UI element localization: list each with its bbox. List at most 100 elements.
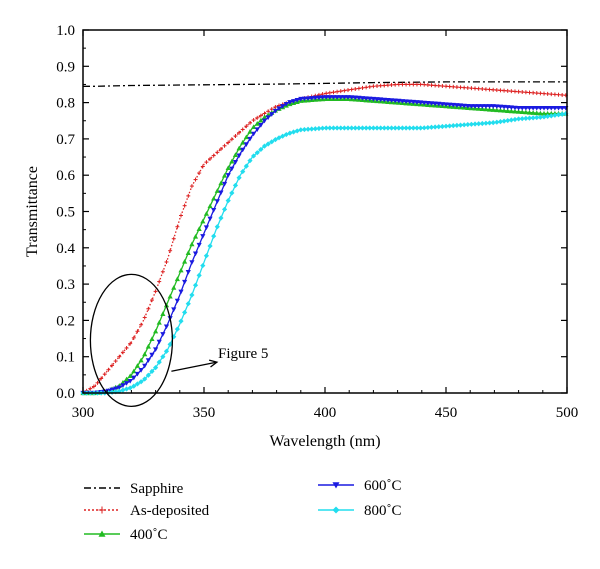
data-point <box>433 83 438 88</box>
data-point <box>490 120 496 126</box>
data-point <box>400 82 405 87</box>
y-axis-title: Transmittance <box>24 166 41 257</box>
data-point <box>479 104 485 109</box>
data-point <box>189 292 195 298</box>
data-point <box>501 104 507 110</box>
data-point <box>171 307 177 313</box>
data-point <box>128 341 133 346</box>
data-point <box>251 118 256 123</box>
data-point <box>98 506 106 514</box>
data-point <box>192 251 199 257</box>
data-point <box>218 215 224 221</box>
data-point <box>360 85 365 90</box>
data-point <box>327 90 332 95</box>
data-point <box>332 482 340 489</box>
series-3 <box>80 95 569 396</box>
data-point <box>425 82 430 87</box>
data-point <box>367 125 373 131</box>
data-point <box>149 368 155 375</box>
data-point <box>480 86 485 91</box>
data-point <box>537 114 543 120</box>
data-point <box>330 95 337 100</box>
data-point <box>236 145 242 151</box>
data-point <box>145 358 151 363</box>
data-point <box>530 105 536 111</box>
data-point <box>520 89 525 94</box>
data-point <box>272 137 278 143</box>
data-point <box>134 381 141 387</box>
data-point <box>498 88 503 93</box>
data-point <box>335 89 340 94</box>
data-point <box>523 109 529 115</box>
data-point <box>127 378 133 384</box>
data-point <box>207 203 213 209</box>
data-point <box>559 111 565 117</box>
data-point <box>447 102 453 108</box>
x-axis-title: Wavelength (nm) <box>269 433 380 450</box>
data-point <box>501 107 507 113</box>
data-point <box>457 122 464 128</box>
data-point <box>221 172 228 178</box>
data-point <box>345 88 350 93</box>
data-point <box>545 113 551 119</box>
data-point <box>417 125 424 131</box>
data-point <box>462 85 467 90</box>
data-point <box>454 103 460 108</box>
data-point <box>341 125 347 131</box>
data-point <box>338 125 344 131</box>
data-point <box>287 100 293 105</box>
data-point <box>200 164 205 169</box>
data-point <box>407 125 413 131</box>
data-point <box>370 125 376 131</box>
legend-label: 400˚C <box>130 527 168 543</box>
legend: Sapphire As-deposited 400˚C 600˚C 800˚C <box>84 478 402 543</box>
data-point <box>545 110 551 116</box>
data-point <box>120 383 126 388</box>
data-point <box>378 83 383 88</box>
data-point <box>473 86 478 91</box>
data-point <box>243 134 249 140</box>
data-point <box>545 91 550 96</box>
data-point <box>261 118 268 124</box>
data-point <box>461 122 467 128</box>
data-point <box>233 133 238 138</box>
y-tick-label: 0.2 <box>56 313 75 329</box>
data-point <box>305 126 311 132</box>
data-point <box>319 95 326 100</box>
data-point <box>301 126 308 133</box>
y-tick-label: 0.8 <box>56 96 75 112</box>
data-point <box>516 116 522 122</box>
data-point <box>534 105 540 111</box>
data-point <box>237 130 242 135</box>
data-point <box>290 99 297 104</box>
data-point <box>486 104 493 109</box>
data-point <box>338 95 344 100</box>
data-point <box>414 82 419 87</box>
data-point <box>385 125 391 131</box>
data-point <box>142 351 148 357</box>
y-tick-label: 0.9 <box>56 59 75 75</box>
data-point <box>171 285 177 290</box>
data-point <box>236 175 242 181</box>
data-point <box>548 105 554 111</box>
data-point <box>236 153 242 159</box>
data-point <box>472 104 478 109</box>
data-point <box>393 82 398 87</box>
data-point <box>486 120 493 126</box>
data-point <box>156 359 162 365</box>
data-point <box>443 102 449 108</box>
data-point <box>312 95 318 101</box>
data-point <box>465 85 470 90</box>
y-tick-label: 0.3 <box>56 277 75 293</box>
data-point <box>541 110 547 116</box>
data-point <box>294 97 300 103</box>
ticks-layer: 300 350 400 450 500 0.0 0.1 0.2 0.3 0.4 0.5 0.6 0.7 0… <box>56 23 578 421</box>
data-point <box>185 301 191 307</box>
data-point <box>486 106 493 112</box>
data-point <box>432 124 438 130</box>
data-point <box>178 289 184 295</box>
data-point <box>243 142 249 147</box>
data-point <box>276 106 282 112</box>
data-point <box>411 82 416 87</box>
data-point <box>341 95 347 100</box>
